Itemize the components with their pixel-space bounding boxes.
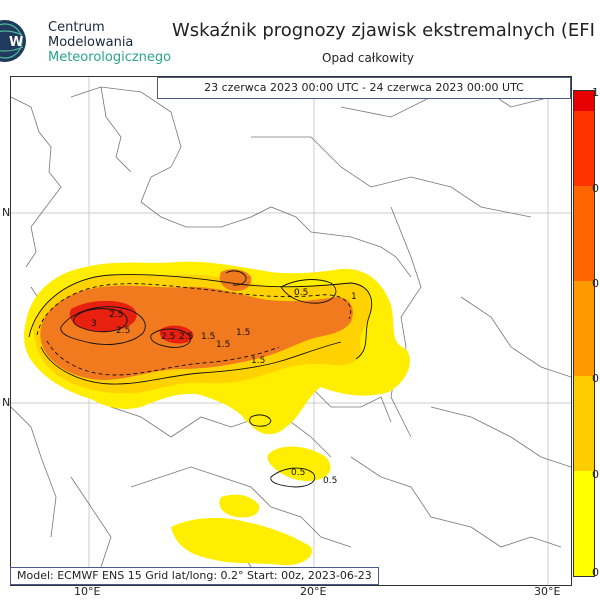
contour-label: 0.5 [323,476,337,486]
date-range: 23 czerwca 2023 00:00 UTC - 24 czerwca 2… [157,77,571,99]
colorbar-label: 0 [592,566,599,579]
colorbar-segment [574,186,594,281]
colorbar-label: 0 [592,372,599,385]
page-title: Wskaźnik prognozy zjawisk ekstremalnych … [172,20,595,41]
colorbar-segment [574,471,594,576]
logo-text: Centrum Modelowania Meteorologicznego [48,20,171,65]
efi-map: 2.5 3 2.5 2.5 2.5 1.5 1.5 1.5 1.5 0.5 0.… [10,76,572,586]
colorbar-label: 1 [592,86,599,99]
contour-label: 1.5 [236,328,250,338]
contour-label: 1.5 [201,332,215,342]
contour-label-group: 2.5 3 2.5 2.5 2.5 1.5 1.5 1.5 1.5 0.5 0.… [91,288,357,486]
colorbar-segment [574,376,594,471]
contour-label: 1.5 [216,340,230,350]
efi-contours [28,270,373,488]
lon-label-30: 30°E [534,585,561,598]
contour-label: 3 [91,319,97,329]
model-info: Model: ECMWF ENS 15 Grid lat/long: 0.2° … [10,567,379,585]
logo-line-2: Modelowania [48,35,134,50]
globe-logo-icon: W [0,20,26,62]
lat-label: N [2,396,11,409]
logo-line-3: Meteorologicznego [48,50,172,65]
contour-label: 1 [351,292,357,302]
contour-label: 2.5 [179,332,193,342]
colorbar-label: 0 [592,182,599,195]
lat-label: N [2,206,11,219]
colorbar-segment [574,111,594,186]
colorbar-segment [574,281,594,376]
lon-label-10: 10°E [74,585,101,598]
cmm-logo: W Centrum Modelowania Meteorologicznego [0,18,180,70]
colorbar-label: 0 [592,277,599,290]
colorbar-segment [574,91,594,111]
map-svg: 2.5 3 2.5 2.5 2.5 1.5 1.5 1.5 1.5 0.5 0.… [11,77,571,585]
contour-label: 2.5 [109,310,123,320]
logo-line-1: Centrum [48,20,105,35]
colorbar [573,90,595,577]
logo-mark-text: W [9,35,23,50]
colorbar-label: 0 [592,468,599,481]
efi-shading [24,261,410,566]
contour-label: 0.5 [291,468,305,478]
page-subtitle: Opad całkowity [322,51,415,65]
contour-label: 0.5 [294,288,308,298]
contour-label: 2.5 [161,332,175,342]
lon-label-20: 20°E [300,585,327,598]
contour-label: 2.5 [116,326,130,336]
contour-label: 1.5 [251,356,265,366]
